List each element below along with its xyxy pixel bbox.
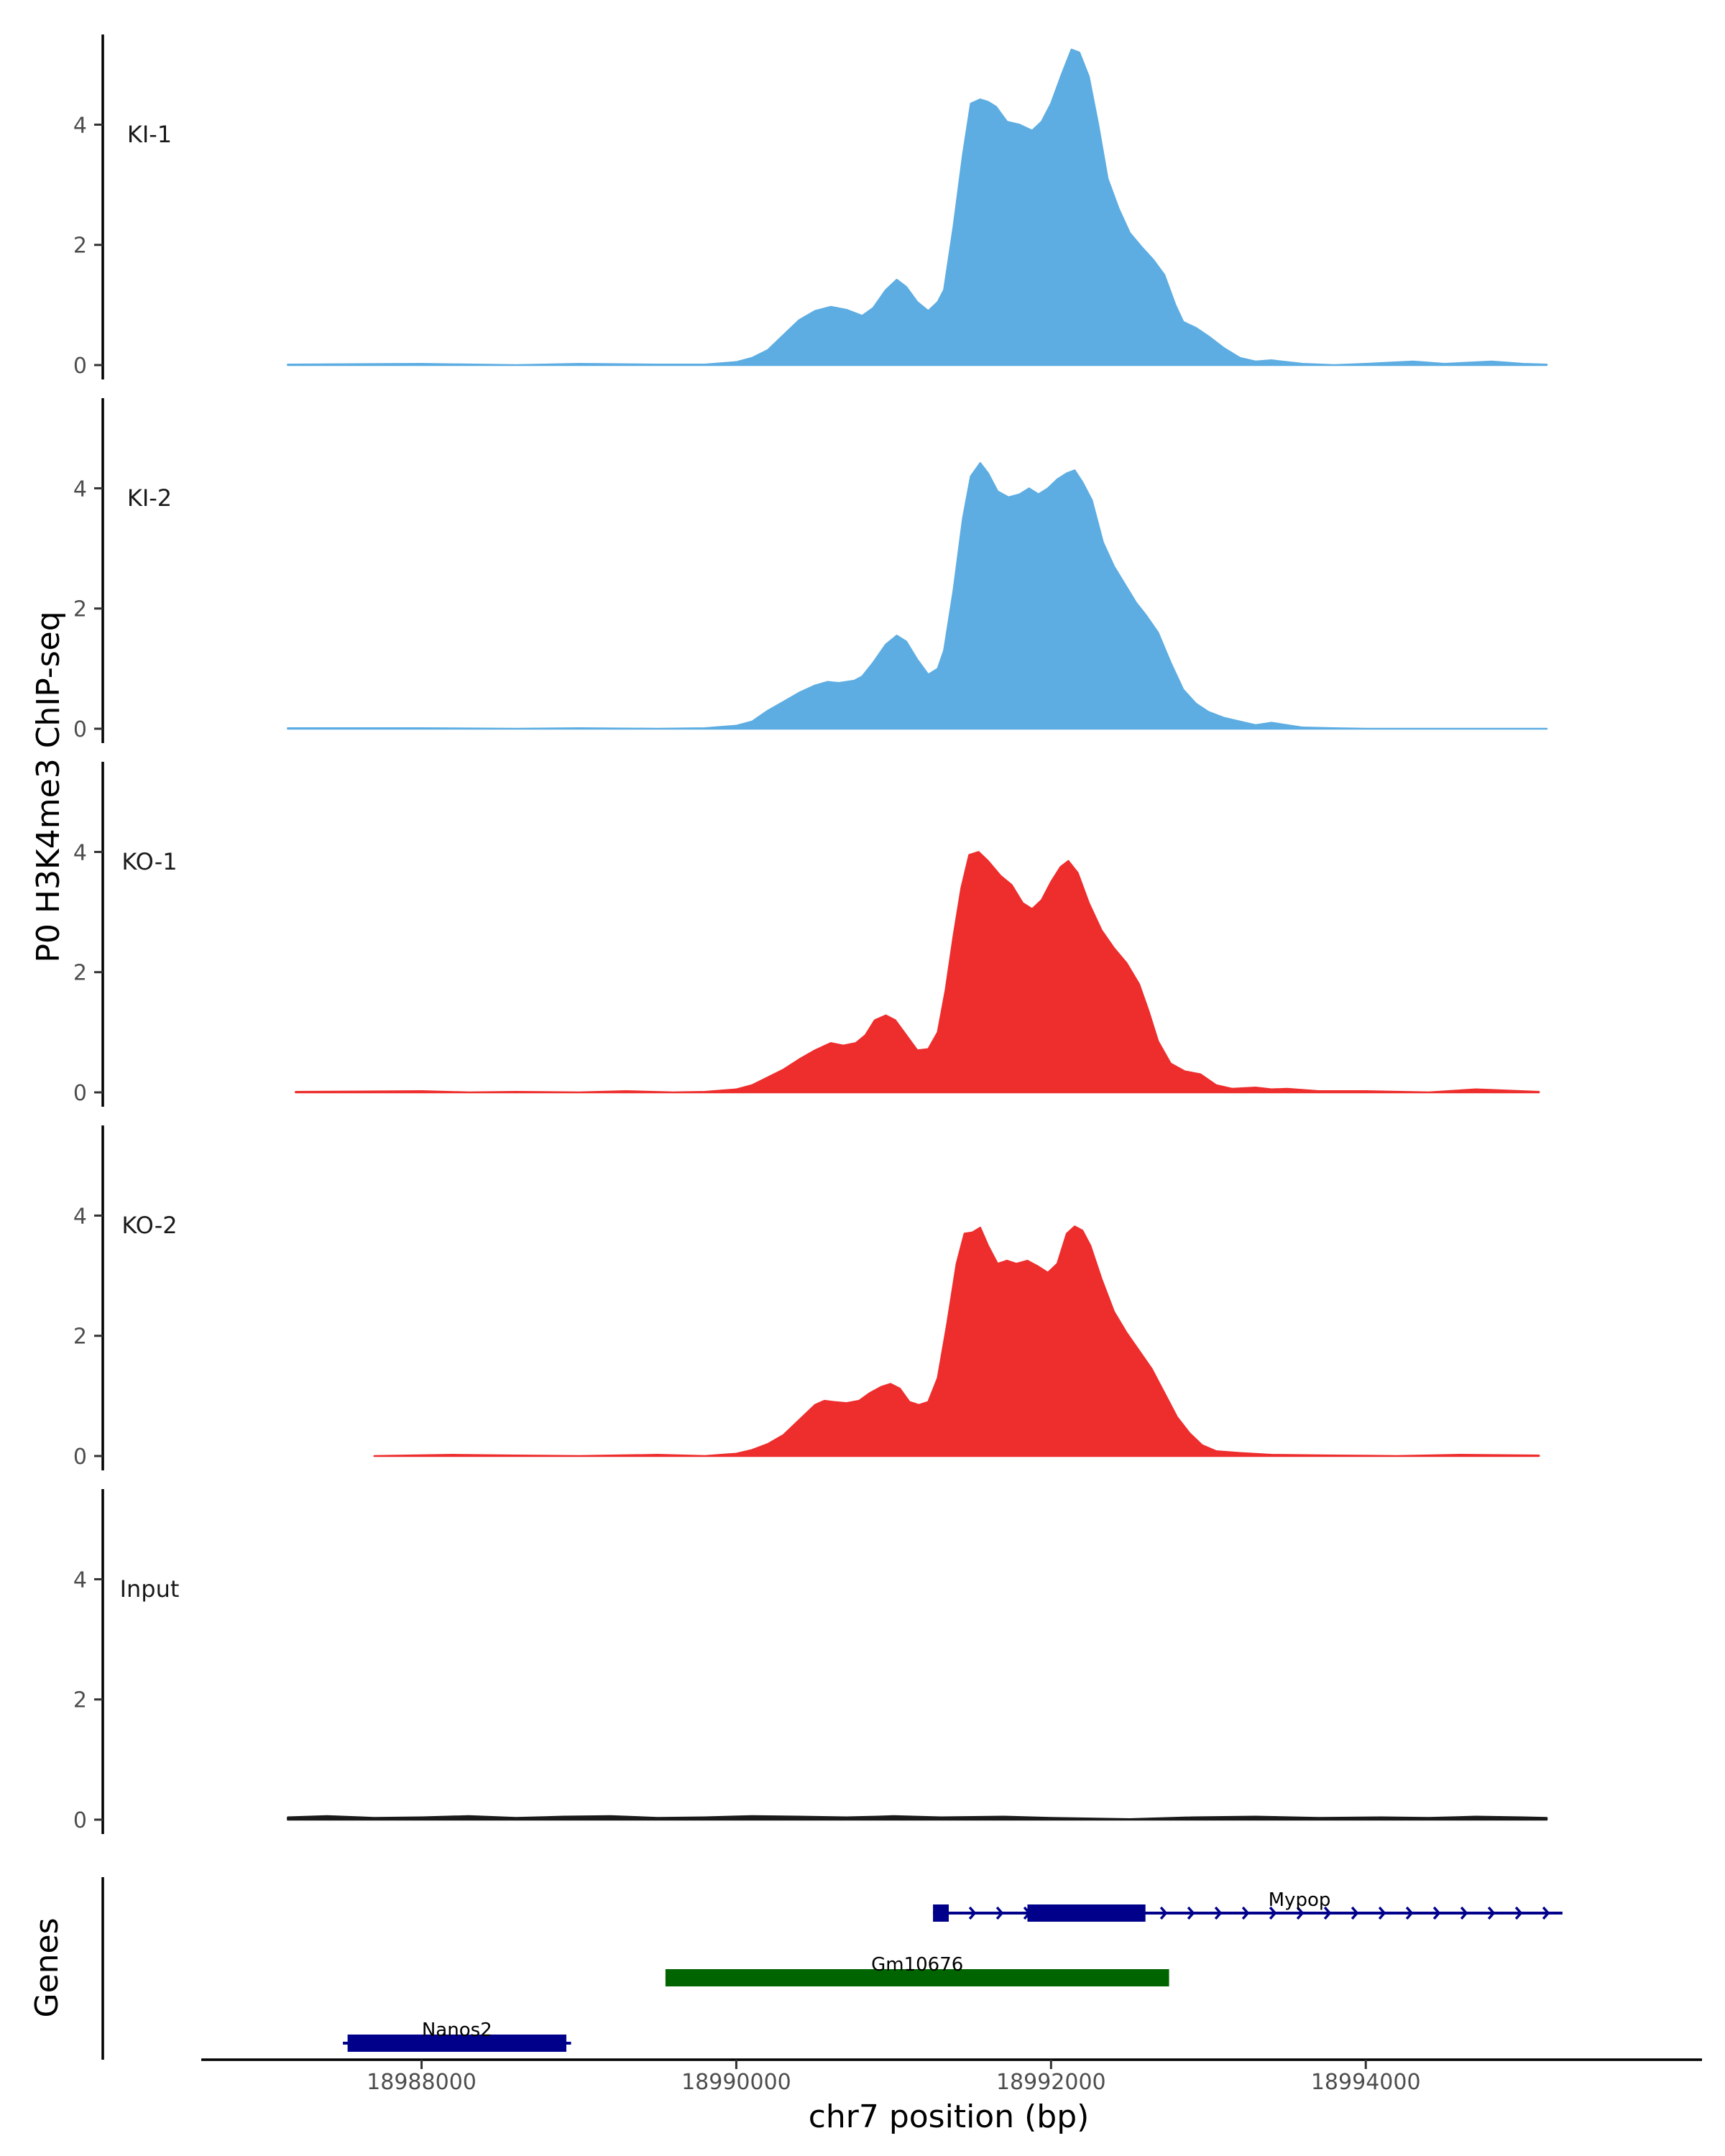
strand-arrow [1351,1906,1359,1920]
strand-arrow [1542,1906,1550,1920]
gene-label: Nanos2 [422,2019,492,2041]
y-tick-label: 0 [73,1081,87,1106]
y-tick-label: 2 [73,597,87,622]
strand-arrow [1269,1906,1277,1920]
genes-panel-title: Genes [29,1917,65,2017]
strand-arrow [1460,1906,1468,1920]
x-tick-label: 18994000 [1311,2070,1421,2095]
y-tick-label: 0 [73,717,87,742]
track-label: KO-2 [121,1212,177,1239]
strand-arrow [1487,1906,1496,1920]
x-tick-label: 18992000 [996,2070,1106,2095]
track-ko-1: 0 2 4 KO-1 [73,762,1540,1107]
y-tick-label: 2 [73,234,87,259]
strand-arrow [1405,1906,1414,1920]
track-label: KO-1 [121,848,177,875]
y-tick-label: 0 [73,1445,87,1470]
exon-block [665,1969,1169,1986]
track-ko-2: 0 2 4 KO-2 [73,1125,1540,1470]
track-label: KI-1 [127,121,172,148]
x-axis: 18988000 18990000 18992000 18994000 [201,2058,1702,2095]
strand-arrow [1323,1906,1332,1920]
y-tick-label: 2 [73,1325,87,1350]
x-tick-label: 18988000 [367,2070,477,2095]
y-tick-label: 4 [73,1567,87,1593]
strand-arrow [1296,1906,1305,1920]
exon-block [347,2035,566,2052]
x-axis-title: chr7 position (bp) [809,2099,1090,2135]
y-axis-title: P0 H3K4me3 ChIP-seq [30,611,67,962]
coverage-tracks: 0 2 4 KI-1 0 2 4 KI-2 0 2 4 KO-1 0 2 4 KO-2 0 2 4 Input [73,34,1548,1834]
y-tick-label: 4 [73,1204,87,1229]
coverage-area [295,851,1540,1094]
strand-arrow [1432,1906,1441,1920]
x-tick-label: 18990000 [681,2070,791,2095]
track-input: 0 2 4 Input [73,1489,1548,1834]
coverage-area [287,462,1548,730]
track-ki-2: 0 2 4 KI-2 [73,398,1548,743]
y-tick-label: 2 [73,961,87,986]
y-tick-label: 4 [73,476,87,502]
strand-arrow [1214,1906,1223,1920]
y-tick-label: 4 [73,840,87,865]
strand-arrow [1514,1906,1523,1920]
y-tick-label: 0 [73,1808,87,1833]
gene-label: Gm10676 [871,1954,963,1976]
track-label: KI-2 [127,484,172,512]
gene-annotation-panel: Mypop Gm10676 Nanos2 [101,1877,1563,2060]
track-ki-1: 0 2 4 KI-1 [73,34,1548,379]
coverage-area [373,1225,1540,1457]
strand-arrow [1159,1906,1168,1920]
exon-block [933,1904,949,1922]
strand-arrow [1241,1906,1250,1920]
strand-arrow [968,1906,977,1920]
y-tick-label: 0 [73,354,87,379]
y-tick-label: 2 [73,1688,87,1713]
coverage-area [287,48,1548,367]
gene-label: Mypop [1269,1889,1331,1911]
track-label: Input [120,1575,180,1603]
coverage-area [287,1815,1548,1821]
y-tick-label: 4 [73,113,87,138]
gene-nanos2: Nanos2 [343,2019,571,2052]
gene-gm10676: Gm10676 [665,1954,1169,1986]
strand-arrow [1187,1906,1195,1920]
strand-arrow [1378,1906,1386,1920]
strand-arrow [995,1906,1004,1920]
exon-block [1027,1904,1146,1922]
gene-mypop: Mypop [933,1889,1563,1922]
